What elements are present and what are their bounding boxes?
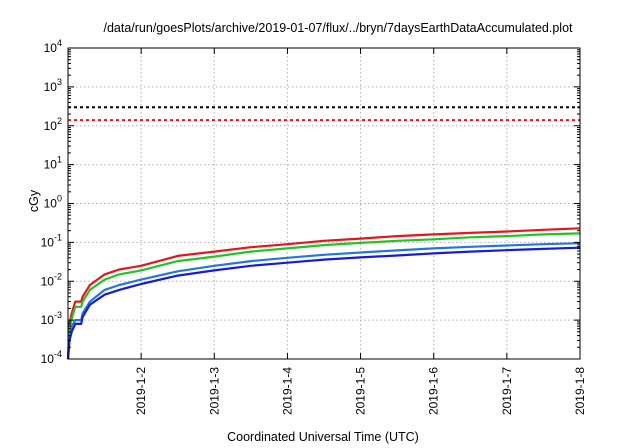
series-line xyxy=(66,242,581,360)
y-tick-label: 10-1 xyxy=(41,232,62,249)
series-layer xyxy=(66,227,581,360)
y-tick-label: 103 xyxy=(44,77,62,94)
series-line xyxy=(66,227,581,360)
chart-title: /data/run/goesPlots/archive/2019-01-07/f… xyxy=(103,21,573,35)
x-tick-label: 2019-1-6 xyxy=(427,367,441,415)
y-tick-label: 101 xyxy=(44,155,62,172)
y-tick-label: 10-3 xyxy=(41,310,62,327)
y-tick-label: 100 xyxy=(44,194,62,211)
x-tick-label: 2019-1-5 xyxy=(354,367,368,415)
series-line xyxy=(66,232,581,360)
series-line xyxy=(66,246,581,360)
y-axis-ticks: 10-4 10-3 10-2 10-1 100 101 102 103 104 xyxy=(41,38,580,366)
x-tick-label: 2019-1-2 xyxy=(134,367,148,415)
x-axis-label: Coordinated Universal Time (UTC) xyxy=(227,430,419,444)
y-tick-label: 104 xyxy=(44,38,62,55)
x-axis-ticks: 2019-1-2 2019-1-3 2019-1-4 2019-1-5 2019-1-6… xyxy=(134,48,587,415)
y-tick-label: 10-4 xyxy=(41,349,62,366)
y-axis-label: cGy xyxy=(27,189,41,212)
y-tick-label: 102 xyxy=(44,116,62,133)
x-tick-label: 2019-1-8 xyxy=(573,367,587,415)
x-tick-label: 2019-1-3 xyxy=(207,367,221,415)
y-tick-label: 10-2 xyxy=(41,271,62,288)
reference-lines xyxy=(68,106,580,122)
grid-lines xyxy=(68,48,580,359)
x-tick-label: 2019-1-7 xyxy=(500,367,514,415)
x-tick-label: 2019-1-4 xyxy=(280,367,294,415)
